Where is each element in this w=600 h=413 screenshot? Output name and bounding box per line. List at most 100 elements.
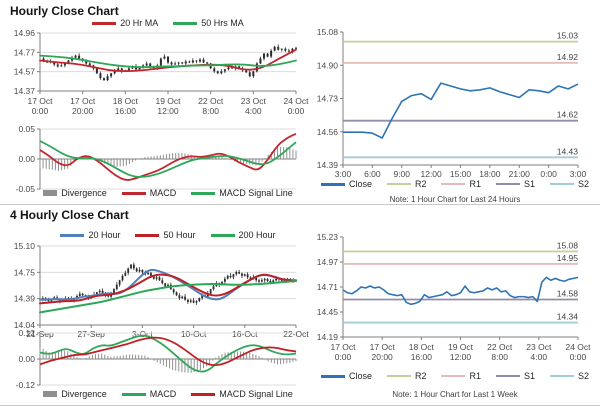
svg-text:18 Oct: 18 Oct — [409, 342, 435, 352]
svg-text:18 Oct: 18 Oct — [113, 96, 139, 106]
svg-text:10-Oct: 10-Oct — [181, 329, 207, 339]
svg-text:23 Oct: 23 Oct — [241, 96, 267, 106]
legend-swatch-icon — [550, 183, 575, 185]
svg-text:15.10: 15.10 — [14, 241, 36, 251]
svg-text:16:00: 16:00 — [115, 106, 137, 116]
legend-item-50-hrs-ma: 50 Hrs MA — [173, 18, 244, 28]
legend-item-close: Close — [320, 179, 372, 189]
svg-text:14.57: 14.57 — [14, 67, 36, 77]
legend-swatch-icon — [386, 183, 411, 185]
svg-text:14.04: 14.04 — [14, 320, 36, 330]
svg-text:4:00: 4:00 — [531, 352, 548, 362]
svg-text:19 Oct: 19 Oct — [448, 342, 474, 352]
svg-text:14.43: 14.43 — [557, 146, 579, 156]
legend-item-r1: R1 — [441, 179, 481, 189]
legend-item-divergence: Divergence — [43, 389, 107, 399]
svg-text:14.77: 14.77 — [14, 47, 36, 57]
svg-text:14.39: 14.39 — [317, 160, 339, 170]
legend-label: 50 Hour — [163, 230, 196, 240]
svg-text:8:00: 8:00 — [491, 352, 508, 362]
hourly-price-legend: 20 Hr MA 50 Hrs MA — [40, 18, 296, 28]
svg-text:14.34: 14.34 — [557, 312, 579, 322]
svg-text:0.05: 0.05 — [18, 124, 35, 134]
legend-swatch-icon — [135, 233, 160, 237]
svg-text:15.23: 15.23 — [317, 232, 339, 242]
legend-item-macd: MACD — [121, 389, 177, 399]
legend-label: S2 — [578, 179, 590, 189]
legend-label: R2 — [414, 371, 427, 381]
legend-swatch-icon — [550, 375, 575, 377]
svg-text:16-Oct: 16-Oct — [232, 329, 258, 339]
svg-text:0:00: 0:00 — [540, 169, 557, 179]
svg-text:14.75: 14.75 — [14, 267, 36, 277]
legend-swatch-icon — [386, 375, 411, 377]
legend-label: S1 — [524, 179, 536, 189]
legend-item-macd-signal-line: MACD Signal Line — [191, 188, 293, 198]
legend-item-20-hour: 20 Hour — [60, 230, 120, 240]
legend-item-r2: R2 — [386, 179, 426, 189]
fourhourly-macd-legend: Divergence MACD MACD Signal Line — [40, 389, 296, 399]
svg-text:12:00: 12:00 — [420, 169, 442, 179]
hourly-macd-chart: 0.05 0.00 -0.05 — [16, 124, 297, 194]
svg-text:14.96: 14.96 — [14, 28, 36, 38]
legend-label: MACD — [149, 389, 177, 399]
legend-swatch-icon — [191, 392, 216, 396]
legend-label: MACD Signal Line — [219, 389, 293, 399]
svg-text:23 Oct: 23 Oct — [526, 342, 552, 352]
legend-label: 200 Hour — [238, 230, 276, 240]
legend-swatch-icon — [320, 374, 345, 378]
weekly-sr-legend: Close R2 R1 S1 S2 — [310, 371, 600, 381]
svg-text:24 Oct: 24 Oct — [283, 96, 309, 106]
svg-text:24 Oct: 24 Oct — [565, 342, 591, 352]
svg-text:20:00: 20:00 — [72, 106, 94, 116]
legend-item-200-hour: 200 Hour — [210, 230, 276, 240]
svg-text:14.95: 14.95 — [557, 253, 579, 263]
legend-label: 20 Hr MA — [120, 18, 159, 28]
svg-text:17 Oct: 17 Oct — [370, 342, 396, 352]
hourly-sr-legend: Close R2 R1 S1 S2 — [310, 179, 600, 189]
svg-text:22 Oct: 22 Oct — [198, 96, 224, 106]
svg-text:14.62: 14.62 — [557, 110, 579, 120]
svg-text:15.08: 15.08 — [557, 240, 579, 250]
legend-label: Divergence — [61, 188, 107, 198]
legend-item-s2: S2 — [550, 179, 589, 189]
svg-text:0.00: 0.00 — [18, 154, 35, 164]
hourly-chart-title: Hourly Close Chart — [10, 4, 119, 18]
svg-text:0:00: 0:00 — [32, 106, 49, 116]
svg-text:0.12: 0.12 — [18, 328, 35, 338]
legend-swatch-icon — [496, 375, 520, 377]
svg-text:6:00: 6:00 — [364, 169, 381, 179]
svg-text:-0.05: -0.05 — [16, 184, 36, 194]
legend-swatch-icon — [496, 183, 520, 185]
legend-label: S1 — [524, 371, 536, 381]
svg-text:18:00: 18:00 — [479, 169, 501, 179]
legend-label: Divergence — [61, 389, 107, 399]
legend-swatch-icon — [60, 233, 85, 237]
section-divider — [0, 204, 600, 205]
legend-item-r1: R1 — [441, 371, 481, 381]
svg-text:14.39: 14.39 — [14, 294, 36, 304]
hourly-sr-note: Note: 1 Hour Chart for Last 24 Hours — [389, 195, 521, 204]
legend-swatch-icon — [43, 391, 58, 397]
legend-label: S2 — [578, 371, 590, 381]
svg-text:12:00: 12:00 — [450, 352, 472, 362]
legend-swatch-icon — [441, 183, 466, 185]
hourly-macd-legend: Divergence MACD MACD Signal Line — [40, 188, 296, 198]
svg-text:0:00: 0:00 — [335, 352, 352, 362]
legend-swatch-icon — [191, 191, 216, 195]
legend-label: R1 — [469, 371, 481, 381]
legend-swatch-icon — [92, 21, 117, 25]
fourhourly-macd-chart: 0.12 0.00 -0.12 — [16, 328, 297, 390]
legend-item-divergence: Divergence — [43, 188, 107, 198]
svg-text:14.97: 14.97 — [317, 257, 339, 267]
svg-text:0.00: 0.00 — [18, 354, 35, 364]
svg-text:14.45: 14.45 — [317, 307, 339, 317]
legend-item-s2: S2 — [550, 371, 589, 381]
svg-text:14.73: 14.73 — [317, 94, 339, 104]
svg-text:14.71: 14.71 — [317, 282, 339, 292]
svg-text:14.58: 14.58 — [557, 289, 579, 299]
legend-label: 20 Hour — [88, 230, 121, 240]
